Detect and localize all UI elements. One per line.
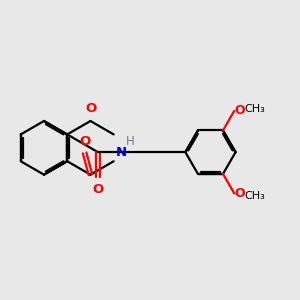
Text: O: O bbox=[85, 102, 97, 116]
Text: O: O bbox=[92, 183, 104, 196]
Text: H: H bbox=[126, 135, 134, 148]
Text: O: O bbox=[79, 135, 90, 148]
Text: CH₃: CH₃ bbox=[244, 104, 265, 114]
Text: O: O bbox=[235, 104, 245, 117]
Text: CH₃: CH₃ bbox=[244, 191, 265, 201]
Text: O: O bbox=[235, 187, 245, 200]
Text: N: N bbox=[116, 146, 128, 159]
